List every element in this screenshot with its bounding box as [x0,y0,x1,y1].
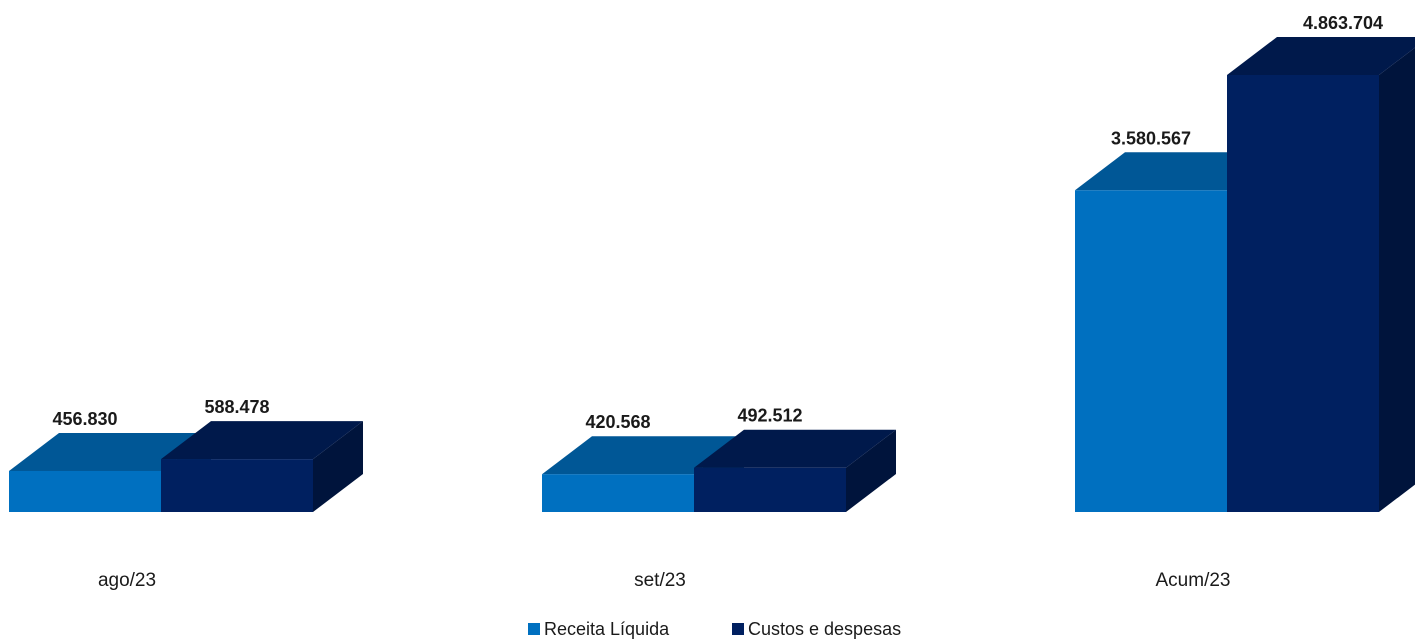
category-label-1: set/23 [634,570,686,591]
bar-front [9,470,161,512]
legend-item-1: Custos e despesas [732,619,901,639]
category-label-2: Acum/23 [1156,570,1231,591]
bars-layer [9,37,1415,512]
data-label-receita-2: 3.580.567 [1111,128,1191,148]
legend-swatch [528,623,540,635]
data-label-receita-0: 456.830 [52,409,117,429]
labels-layer: 456.830 588.478 ago/23 420.568 492.512 set/23… [52,13,1383,591]
bar-top [542,436,744,475]
data-label-custos-2: 4.863.704 [1303,13,1383,33]
bar-front [542,474,694,512]
bar-front [1227,75,1379,512]
bar-top [161,421,363,460]
bar-top [1075,152,1277,191]
bar-side [1379,47,1415,512]
bar-top [694,429,896,468]
legend-label: Receita Líquida [544,619,670,639]
bar-front [694,467,846,512]
bar-receita-0 [9,432,211,512]
legend-item-0: Receita Líquida [528,619,670,639]
bar-custos-2 [1227,37,1415,512]
data-label-custos-0: 588.478 [204,397,269,417]
legend: Receita Líquida Custos e despesas [528,619,901,639]
legend-swatch [732,623,744,635]
bar-top [1227,37,1415,75]
bar-front [1075,190,1227,512]
category-label-0: ago/23 [98,570,156,591]
bar-front [161,459,313,512]
data-label-receita-1: 420.568 [585,412,650,432]
bar-side [313,421,363,512]
bar-custos-1 [694,429,896,512]
data-label-custos-1: 492.512 [737,406,802,426]
bar-top [9,432,211,471]
legend-label: Custos e despesas [748,619,901,639]
bar-side [846,429,896,512]
bar-custos-0 [161,421,363,512]
